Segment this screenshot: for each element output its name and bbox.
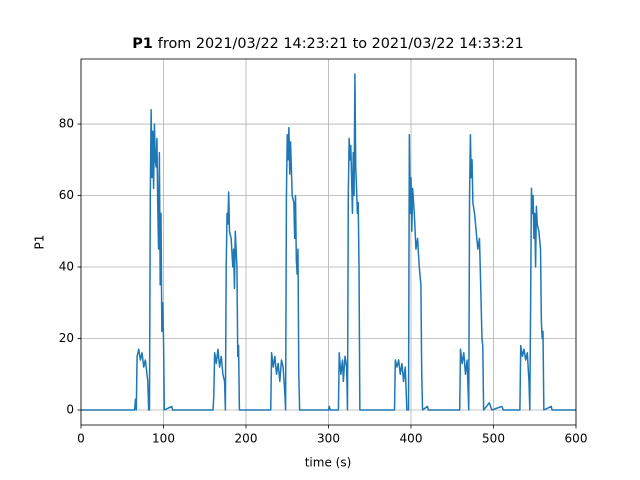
chart-title: P1 from 2021/03/22 14:23:21 to 2021/03/22… [132,36,524,52]
y-axis-label: P1 [33,235,47,250]
x-tick-label: 300 [317,432,340,446]
x-tick-label: 500 [482,432,505,446]
title-name: P1 [132,36,153,52]
y-tick-label: 20 [59,331,74,345]
data-line [81,73,576,411]
y-tick-label: 80 [59,117,74,131]
y-tick-label: 60 [59,188,74,202]
x-tick-label: 600 [565,432,588,446]
y-tick-label: 0 [66,402,74,416]
y-tick-label: 40 [59,260,74,274]
x-tick-label: 400 [400,432,423,446]
x-tick-label: 200 [235,432,258,446]
title-range: from 2021/03/22 14:23:21 to 2021/03/22 1… [158,36,524,52]
x-tick-label: 0 [77,432,85,446]
x-axis-label: time (s) [305,456,352,470]
plot-frame [80,58,577,426]
x-tick-label: 100 [152,432,175,446]
